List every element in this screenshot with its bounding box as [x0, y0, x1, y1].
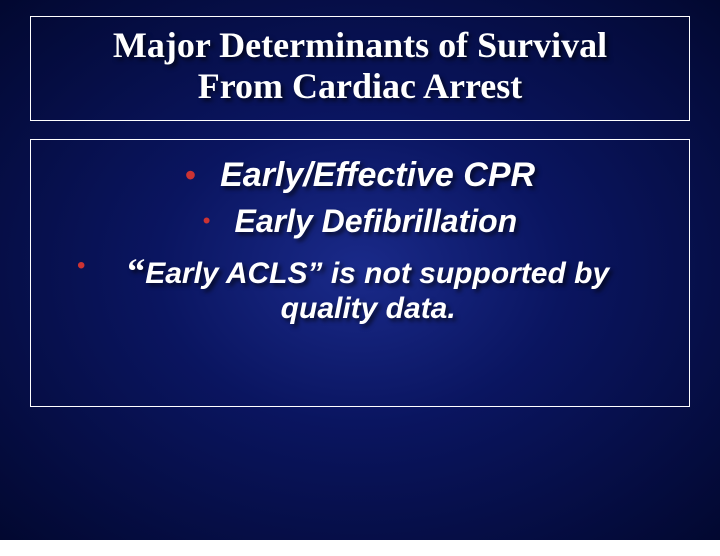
title-line-1: Major Determinants of Survival: [113, 25, 607, 65]
slide-title: Major Determinants of Survival From Card…: [51, 25, 669, 108]
bullet-row-1: • Early/Effective CPR: [51, 156, 669, 195]
bullet-icon: •: [77, 250, 85, 281]
bullet-row-2: • Early Defibrillation: [51, 203, 669, 240]
opening-quote: “: [127, 251, 145, 291]
title-container: Major Determinants of Survival From Card…: [30, 16, 690, 121]
bullet-icon: •: [185, 159, 196, 191]
title-line-2: From Cardiac Arrest: [198, 66, 523, 106]
content-container: • Early/Effective CPR • Early Defibrilla…: [30, 139, 690, 407]
bullet-text-2: Early Defibrillation: [234, 203, 517, 240]
bullet-icon: •: [203, 210, 211, 232]
bullet-row-3: • “Early ACLS” is not supported by quali…: [77, 250, 669, 326]
bullet-text-1: Early/Effective CPR: [220, 156, 535, 195]
bullet-text-3-content: Early ACLS” is not supported by quality …: [145, 257, 609, 325]
bullet-text-3: “Early ACLS” is not supported by quality…: [97, 250, 669, 326]
